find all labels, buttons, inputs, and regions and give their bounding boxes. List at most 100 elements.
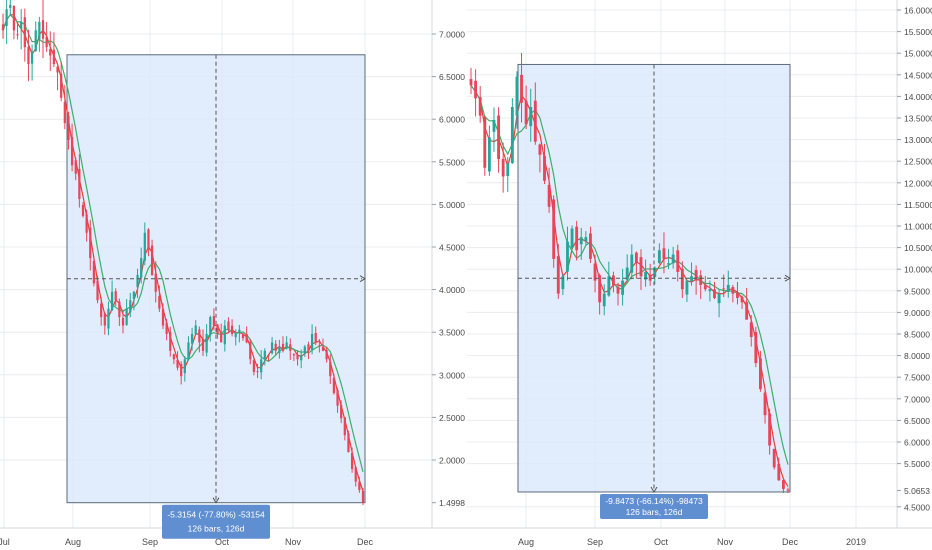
chart-panel-right[interactable]: 16.0000 15.5000 15.0000 14.5000 14.0000 13.50… — [467, 0, 932, 547]
candle-body — [136, 274, 139, 288]
range-arrow-right-icon — [359, 275, 366, 283]
price-tick-label: 3.5000 — [439, 328, 465, 338]
candle-body — [81, 204, 85, 216]
range-bars-text: 126 bars, 126d — [188, 524, 245, 534]
candle-body — [621, 280, 625, 295]
candle-body — [140, 258, 143, 278]
price-tick-label: 11.0000 — [904, 222, 932, 232]
price-tick-label: 8.0000 — [904, 351, 930, 361]
candle-body — [23, 17, 26, 48]
candle-body — [209, 317, 212, 336]
price-tick-label: 4.5000 — [439, 243, 465, 253]
candle-body — [667, 263, 670, 265]
range-label-left: -5.3154 (-77.80%) -53154 126 bars, 126d — [162, 504, 270, 539]
price-tick-label: 10.5000 — [904, 243, 932, 253]
candle-body — [274, 343, 277, 351]
candle-body — [487, 137, 491, 172]
time-tick-label: Sep — [587, 537, 603, 547]
price-tick-label: 7.5000 — [904, 373, 930, 383]
candle-body — [220, 333, 223, 343]
candle-body — [307, 344, 310, 351]
ma-lines-left — [2, 13, 364, 492]
candle-body — [520, 74, 523, 103]
candle-body — [630, 254, 634, 273]
price-tick-label: 15.0000 — [904, 49, 932, 59]
candle-body — [107, 308, 110, 329]
candle-body — [759, 358, 762, 390]
price-tick-label: 13.5000 — [904, 114, 932, 124]
chart-panel-left[interactable]: 7.0000 6.5000 6.0000 5.5000 5.0000 4.5000 4.00… — [0, 0, 467, 547]
range-arrows-right — [518, 64, 791, 493]
candle-body — [625, 267, 629, 280]
price-tick-label: 5.0653 — [904, 486, 930, 496]
candle-body — [300, 355, 303, 361]
candle-body — [41, 20, 45, 39]
candle-body — [161, 308, 165, 326]
candle-body — [336, 389, 339, 406]
price-tick-label: 5.0000 — [439, 200, 465, 210]
candle-body — [510, 106, 514, 164]
candles-left — [1, 0, 365, 506]
candle-body — [63, 101, 66, 124]
price-tick-label: 1.4998 — [439, 498, 465, 508]
candle-body — [176, 359, 179, 368]
candle-body — [150, 245, 154, 275]
price-tick-label: 15.5000 — [904, 27, 932, 37]
price-tick-label: 16.0000 — [904, 6, 932, 16]
candle-body — [183, 359, 186, 374]
price-tick-label: 9.0000 — [904, 308, 930, 318]
candle-body — [260, 359, 263, 373]
price-axis-right: 16.0000 15.5000 15.0000 14.5000 14.0000 13.50… — [896, 0, 932, 528]
range-change-text: -9.8473 (-66.14%) -98473 — [605, 496, 703, 506]
candle-body — [483, 116, 487, 168]
price-tick-label: 5.5000 — [439, 157, 465, 167]
candle-body — [216, 324, 219, 334]
candle-body — [543, 156, 546, 181]
candle-body — [699, 275, 703, 285]
candle-body — [5, 9, 8, 26]
candle-body — [230, 325, 234, 334]
range-arrows-left — [67, 54, 366, 504]
candle-body — [332, 377, 336, 394]
candle-body — [768, 413, 772, 446]
candle-body — [60, 73, 63, 98]
candle-body — [110, 291, 114, 311]
candle-body — [361, 491, 365, 503]
candle-body — [132, 291, 136, 299]
candle-body — [584, 237, 588, 242]
candle-body — [694, 269, 698, 281]
candle-body — [524, 100, 528, 125]
candle-body — [256, 371, 259, 373]
candle-body — [129, 300, 132, 313]
candle-body — [529, 106, 533, 127]
candle-body — [114, 291, 117, 301]
candle-body — [547, 184, 551, 207]
candle-body — [354, 467, 357, 482]
candle-body — [227, 321, 230, 330]
candle-body — [34, 30, 37, 52]
candle-body — [198, 329, 201, 343]
candle-body — [708, 289, 712, 292]
price-tick-label: 9.5000 — [904, 286, 930, 296]
candle-body — [538, 144, 542, 155]
moving-average-fast — [470, 84, 789, 487]
candle-body — [593, 263, 597, 281]
moving-average-slow — [470, 84, 789, 465]
candle-body — [777, 463, 781, 481]
candle-body — [321, 346, 325, 351]
candle-body — [781, 480, 785, 489]
candle-body — [234, 333, 237, 338]
candle-body — [205, 333, 208, 353]
price-tick-label: 6.5000 — [439, 72, 465, 82]
candle-body — [118, 301, 121, 318]
candle-body — [478, 97, 482, 116]
candle-body — [570, 228, 574, 248]
time-tick-label: Sep — [142, 537, 158, 547]
candle-body — [92, 261, 96, 284]
candle-body — [515, 76, 519, 116]
candle-body — [70, 136, 74, 166]
price-tick-label: 13.0000 — [904, 135, 932, 145]
candle-body — [49, 48, 52, 56]
candle-body — [343, 417, 346, 436]
